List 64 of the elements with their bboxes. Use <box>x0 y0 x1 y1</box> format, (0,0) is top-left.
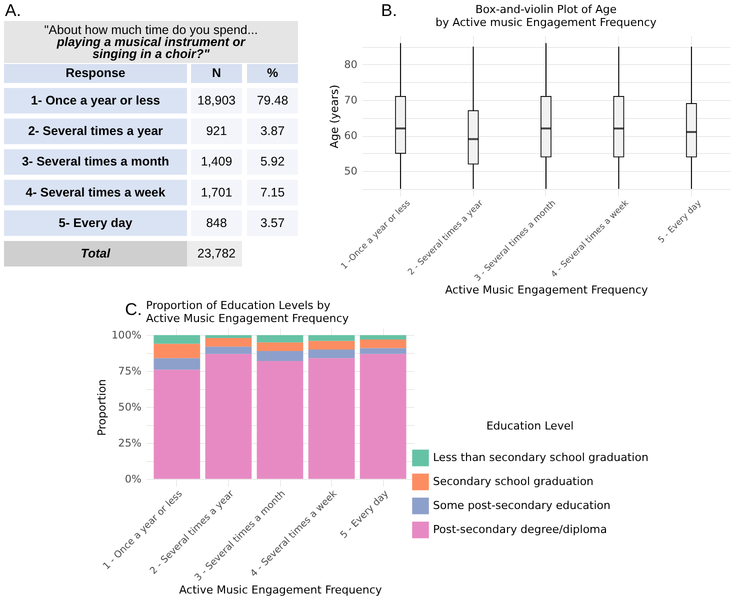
data-label: 23,782 <box>197 246 236 260</box>
series-label: % <box>266 66 278 80</box>
category-label: 4- Several times a week <box>26 185 166 200</box>
y-axis-title: Age (years) <box>328 84 342 148</box>
y-tick-label: 50 <box>344 166 358 178</box>
legend-label: Post-secondary degree/diploma <box>433 522 608 536</box>
bar <box>154 335 200 344</box>
bar <box>256 335 304 342</box>
bar <box>308 358 355 479</box>
data-label: 7.15 <box>260 185 285 200</box>
data-label: 79.48 <box>256 94 288 108</box>
bar <box>360 348 406 354</box>
y-tick-label: 75% <box>118 366 142 378</box>
legend-title: Education Level <box>486 419 574 432</box>
bar <box>256 361 304 479</box>
category-label: 2- Several times a year <box>28 124 164 138</box>
category-label: 1- Once a year or less <box>30 94 160 108</box>
bar <box>154 370 200 479</box>
data-label: 1,701 <box>200 185 232 200</box>
bar <box>154 358 200 370</box>
legend-label: Some post-secondary education <box>433 498 611 512</box>
chart-title: Proportion of Education Levels by Active Music Engagement Frequency <box>146 299 350 325</box>
bar <box>360 335 406 340</box>
bar <box>205 338 252 347</box>
text: C. <box>125 300 142 319</box>
series-label: N <box>212 66 222 80</box>
data-label: 1,409 <box>200 154 232 169</box>
text: B. <box>381 1 398 20</box>
y-tick-label: 0% <box>124 473 142 486</box>
x-axis-title: Active Music Engagement Frequency <box>445 284 648 297</box>
x-axis-title: Active Music Engagement Frequency <box>179 583 382 596</box>
data-label: 921 <box>206 124 227 138</box>
bar <box>154 344 200 358</box>
bar <box>205 354 252 479</box>
legend-label: Less than secondary school graduation <box>433 450 648 464</box>
y-tick-label: 25% <box>118 437 142 450</box>
y-axis-title: Proportion <box>95 379 108 436</box>
y-tick-label: 70 <box>344 94 358 106</box>
category-label: Total <box>80 246 111 260</box>
data-label: 848 <box>206 216 227 230</box>
data-label: 5.92 <box>260 154 285 169</box>
chart-title: Box-and-violin Plot of Age by Active music Engagement Frequency <box>435 3 657 29</box>
text: A. <box>5 1 22 20</box>
bar <box>256 342 304 351</box>
data-label: 3.87 <box>260 124 285 138</box>
category-label: 3- Several times a month <box>22 154 170 169</box>
bar <box>360 354 406 479</box>
text: "About how much time do you spend... <box>44 23 258 37</box>
bar <box>308 340 355 350</box>
bar <box>205 346 252 354</box>
data-label: 3.57 <box>260 216 285 230</box>
bar <box>256 350 304 362</box>
bar <box>308 335 355 341</box>
y-tick-label: 80 <box>344 58 358 71</box>
y-tick-label: 50% <box>118 402 142 414</box>
bar <box>360 339 406 348</box>
bar <box>205 335 252 338</box>
y-tick-label: 60 <box>344 130 358 142</box>
bar <box>308 350 355 358</box>
legend-label: Secondary school graduation <box>433 474 594 488</box>
y-tick-label: 100% <box>111 330 142 342</box>
data-label: 18,903 <box>197 94 236 108</box>
text: Response <box>66 66 126 80</box>
category-label: 5- Every day <box>58 216 132 230</box>
